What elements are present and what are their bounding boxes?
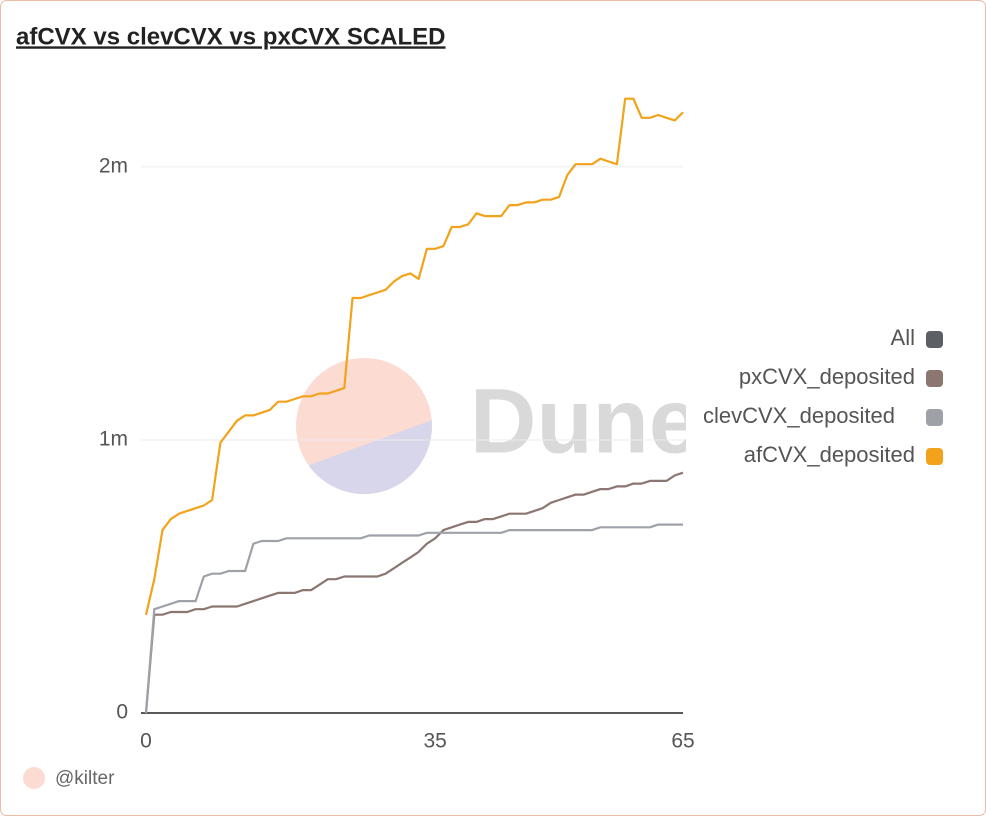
- series-line: [144, 97, 684, 615]
- legend-swatch: [926, 331, 943, 348]
- legend-label: All: [891, 325, 915, 350]
- x-tick-label: 0: [140, 730, 152, 753]
- y-tick-label: 0: [116, 701, 128, 724]
- avatar: [23, 767, 45, 789]
- y-tick-label: 2m: [99, 154, 128, 177]
- attribution: @kilter: [55, 768, 115, 789]
- watermark-logo: [296, 358, 432, 494]
- legend-label: pxCVX_deposited: [739, 364, 915, 389]
- legend-swatch: [926, 448, 943, 465]
- x-tick-label: 35: [423, 730, 446, 753]
- legend-label: clevCVX_deposited: [703, 403, 895, 428]
- series-line: [144, 471, 684, 714]
- series-line: [144, 523, 683, 714]
- y-tick-label: 1m: [99, 428, 128, 451]
- chart-title: afCVX vs clevCVX vs pxCVX SCALED: [16, 23, 446, 50]
- x-tick-label: 65: [671, 730, 694, 753]
- legend-label: afCVX_deposited: [744, 442, 915, 467]
- legend-swatch: [926, 370, 943, 387]
- legend-swatch: [926, 409, 943, 426]
- watermark: Dune: [470, 370, 700, 472]
